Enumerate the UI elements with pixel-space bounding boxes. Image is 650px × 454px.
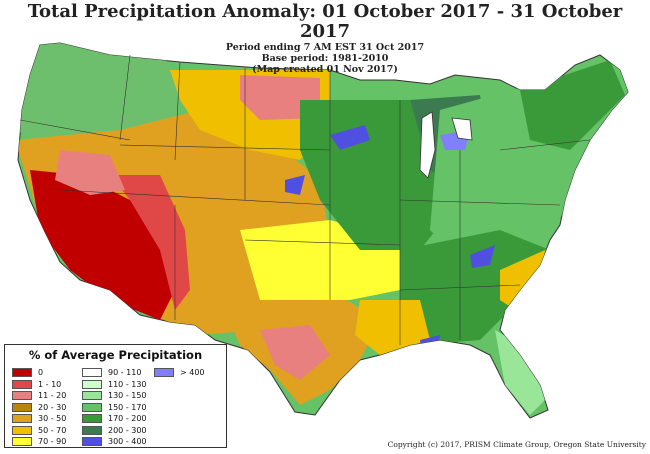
created-text: (Map created 01 Nov 2017) xyxy=(252,64,398,75)
legend-label: 150 - 170 xyxy=(108,402,147,412)
legend-label: 170 - 200 xyxy=(108,414,147,424)
legend-swatch xyxy=(12,414,32,424)
region-blue-4 xyxy=(470,245,495,268)
legend-swatch xyxy=(12,368,32,378)
legend-swatch xyxy=(12,379,32,389)
legend-item: > 400 xyxy=(154,367,224,379)
legend-swatch xyxy=(154,368,174,378)
legend-swatch xyxy=(12,391,32,401)
region-nevada-pink xyxy=(55,150,125,195)
legend-label: 1 - 10 xyxy=(38,379,62,389)
legend-item: 1 - 10 xyxy=(12,379,82,391)
legend-label: > 400 xyxy=(180,368,205,378)
legend-label: 50 - 70 xyxy=(38,425,67,435)
legend-label: 200 - 300 xyxy=(108,425,147,435)
copyright-text: Copyright (c) 2017, PRISM Climate Group,… xyxy=(387,440,646,449)
lake-michigan xyxy=(419,111,436,179)
region-louisiana-yellow xyxy=(355,300,430,355)
legend-swatch xyxy=(12,425,32,435)
legend-item: 90 - 110 xyxy=(82,367,154,379)
legend-title: % of Average Precipitation xyxy=(28,348,203,362)
legend-item: 130 - 150 xyxy=(82,390,154,402)
legend-item: 11 - 20 xyxy=(12,390,82,402)
legend-swatch xyxy=(82,402,102,412)
region-carolina-orange xyxy=(500,250,545,310)
region-blue-1 xyxy=(330,125,370,150)
legend-swatch xyxy=(82,379,102,389)
region-florida-light xyxy=(495,330,545,415)
legend-item: 200 - 300 xyxy=(82,425,154,437)
legend-item: 300 - 400 xyxy=(82,436,154,448)
legend-swatch xyxy=(82,437,102,447)
map-title: Total Precipitation Anomaly: 01 October … xyxy=(27,1,623,42)
legend-label: 0 xyxy=(38,368,44,378)
legend-item: 110 - 130 xyxy=(82,379,154,391)
legend-label: 130 - 150 xyxy=(108,391,147,401)
legend-item: 30 - 50 xyxy=(12,413,82,425)
period-text: Period ending 7 AM EST 31 Oct 2017 xyxy=(225,42,425,53)
legend-item: 20 - 30 xyxy=(12,402,82,414)
legend-item: 170 - 200 xyxy=(82,413,154,425)
legend-label: 20 - 30 xyxy=(38,402,67,412)
region-blue-2 xyxy=(285,175,305,195)
legend-swatch xyxy=(82,391,102,401)
legend-swatch xyxy=(82,414,102,424)
legend-item: 50 - 70 xyxy=(12,425,82,437)
legend-swatch xyxy=(82,368,102,378)
lake-huron xyxy=(451,117,473,141)
region-southwest-pink xyxy=(110,175,190,310)
legend-swatch xyxy=(12,437,32,447)
legend-item: 150 - 170 xyxy=(82,402,154,414)
region-southwest-red xyxy=(30,170,175,320)
legend-label: 90 - 110 xyxy=(108,368,142,378)
legend-label: 30 - 50 xyxy=(38,414,67,424)
region-northwest-green xyxy=(18,43,190,150)
base-period-text: Base period: 1981-2010 xyxy=(261,53,389,64)
region-texas-pink xyxy=(260,325,330,380)
legend-label: 300 - 400 xyxy=(108,437,147,447)
legend-label: 110 - 130 xyxy=(108,379,147,389)
legend-item: 0 xyxy=(12,367,82,379)
state-boundaries xyxy=(19,54,591,345)
legend-swatch xyxy=(82,425,102,435)
legend-swatch xyxy=(12,402,32,412)
legend-label: 11 - 20 xyxy=(38,391,67,401)
map-header: Total Precipitation Anomaly: 01 October … xyxy=(0,1,650,76)
legend-item: 70 - 90 xyxy=(12,436,82,448)
region-southeast-green xyxy=(400,230,550,345)
legend-label: 70 - 90 xyxy=(38,437,67,447)
